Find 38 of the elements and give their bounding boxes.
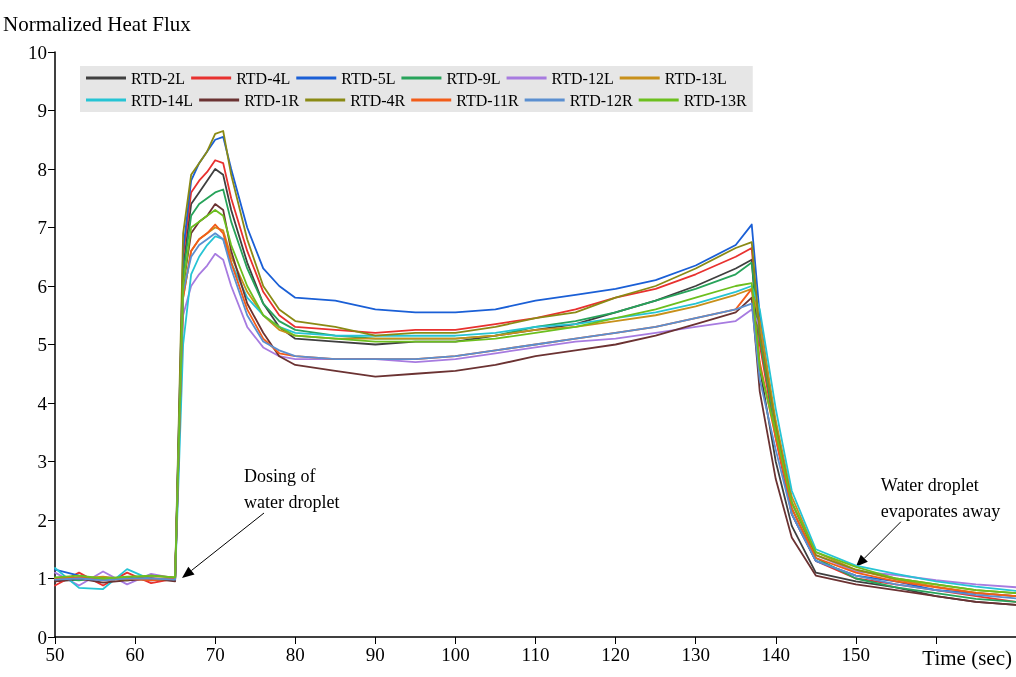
legend-label: RTD-1R [244,91,300,109]
legend-label: RTD-12R [569,91,634,109]
legend-label: RTD-13L [664,69,727,87]
x-tick-label: 100 [441,644,470,665]
x-tick-label: 50 [45,644,65,665]
y-axis-title: Normalized Heat Flux [3,11,192,36]
y-tick-label: 7 [37,217,47,238]
legend-label: RTD-4R [350,91,406,109]
x-tick-label: 90 [365,644,385,665]
legend-label: RTD-2L [131,69,186,87]
x-tick-label: 130 [681,644,710,665]
x-tick-label: 110 [521,644,550,665]
annotation: Dosing of water droplet [244,466,340,512]
y-tick-label: 8 [37,158,47,180]
x-axis-title: Time (sec) [922,645,1012,670]
x-tick-label: 60 [125,644,145,665]
y-tick-label: 2 [37,509,47,531]
y-tick-label: 9 [37,100,47,121]
legend-label: RTD-13R [683,91,748,109]
legend-label: RTD-11R [456,91,519,109]
legend-label: RTD-14L [131,91,194,109]
x-tick-label: 120 [601,644,630,665]
y-tick-label: 6 [37,275,47,297]
x-tick-label: 150 [841,644,871,665]
x-tick-label: 70 [205,644,225,665]
y-tick-label: 0 [37,626,47,648]
y-tick-label: 4 [37,392,48,414]
y-tick-label: 1 [37,568,47,589]
legend-label: RTD-4L [236,69,291,87]
y-tick-label: 5 [37,334,47,355]
annotation: Water droplet evaporates away [880,474,1001,521]
x-tick-label: 140 [761,644,790,665]
y-tick-label: 3 [37,451,47,472]
x-tick-label: 80 [285,644,305,665]
legend-label: RTD-5L [341,69,396,87]
y-tick-label: 10 [28,41,47,63]
legend-label: RTD-12L [551,69,614,87]
legend-label: RTD-9L [446,69,501,87]
